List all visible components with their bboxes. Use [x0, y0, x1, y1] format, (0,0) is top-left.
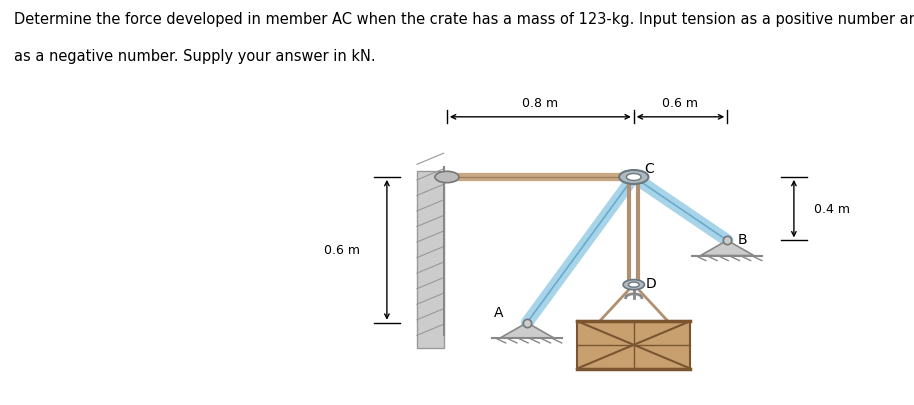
FancyBboxPatch shape: [417, 171, 443, 348]
Text: C: C: [643, 162, 654, 176]
Bar: [577, 321, 690, 369]
Text: A: A: [494, 306, 504, 320]
Polygon shape: [700, 241, 754, 256]
Circle shape: [623, 280, 644, 290]
Circle shape: [435, 172, 459, 183]
Circle shape: [629, 282, 639, 288]
Text: 0.4 m: 0.4 m: [814, 202, 850, 215]
Text: 0.6 m: 0.6 m: [324, 244, 360, 257]
Text: 0.8 m: 0.8 m: [522, 97, 558, 110]
Polygon shape: [500, 323, 554, 338]
Circle shape: [626, 174, 641, 181]
Text: D: D: [646, 276, 656, 290]
Text: 0.6 m: 0.6 m: [663, 97, 698, 110]
Circle shape: [619, 171, 648, 185]
Text: as a negative number. Supply your answer in kN.: as a negative number. Supply your answer…: [14, 49, 376, 64]
Text: Determine the force developed in member AC when the crate has a mass of 123-kg. : Determine the force developed in member …: [14, 12, 914, 27]
Text: B: B: [738, 232, 747, 246]
